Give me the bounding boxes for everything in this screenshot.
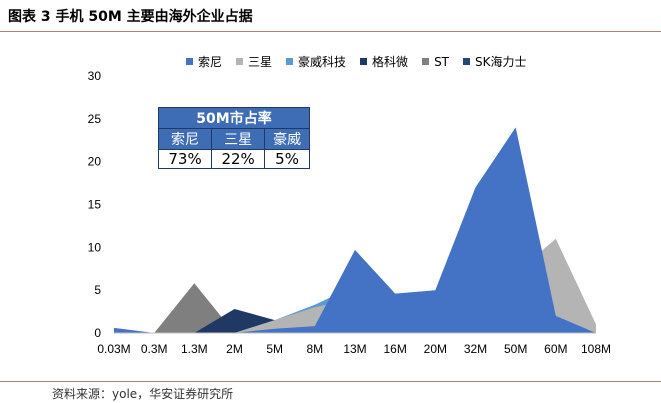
x-tick-label: 108M [581,342,611,356]
legend-item-sony: 索尼 [186,53,222,70]
market-share-table: 50M市占率 索尼 三星 豪威 73% 22% 5% [157,107,310,169]
share-value-omnivision: 5% [264,149,310,169]
x-tick-label: 0.03M [97,342,130,356]
y-tick-label: 10 [88,240,102,254]
x-tick-label: 2M [226,342,243,356]
title-divider [0,31,661,32]
area-series-sony [114,127,596,334]
legend-label-samsung: 三星 [248,55,273,69]
y-tick-label: 20 [88,155,102,169]
source-note: 资料来源：yole，华安证券研究所 [52,387,234,401]
legend-item-samsung: 三星 [236,53,272,70]
legend-item-sk-hynix: SK海力士 [463,53,527,70]
x-tick-label: 16M [383,342,406,356]
legend-swatch-galaxycore [360,58,368,65]
source-divider [0,381,661,382]
y-tick-label: 25 [88,112,102,126]
share-value-samsung: 22% [211,149,266,169]
market-share-title: 50M市占率 [158,107,310,129]
x-tick-label: 20M [424,342,447,356]
x-tick-label: 8M [306,342,323,356]
share-header-omnivision: 豪威 [264,128,310,150]
legend-swatch-samsung [236,58,244,65]
legend-label-sk-hynix: SK海力士 [475,55,527,69]
x-tick-label: 50M [504,342,527,356]
x-tick-label: 5M [266,342,283,356]
legend-swatch-sk-hynix [463,58,471,65]
legend-label-st: ST [434,54,450,69]
legend-item-st: ST [422,53,449,70]
figure-title: 图表 3 手机 50M 主要由海外企业占据 [8,9,253,25]
share-header-samsung: 三星 [211,128,266,150]
share-value-sony: 73% [157,149,213,169]
y-tick-label: 15 [88,198,102,212]
x-tick-label: 13M [343,342,366,356]
chart-legend: 索尼 三星 豪威科技 格科微 ST SK海力士 [186,53,527,70]
y-axis-ticks: 0 5 10 15 20 25 30 [88,69,102,340]
legend-item-galaxycore: 格科微 [360,53,408,70]
x-tick-label: 1.3M [181,342,208,356]
y-tick-label: 0 [94,326,101,340]
x-tick-label: 0.3M [141,342,168,356]
legend-label-omnivision: 豪威科技 [298,55,347,69]
x-axis-ticks: 0.03M 0.3M 1.3M 2M 5M 8M 13M 16M 20M 32M 50M 60M 108… [97,342,611,356]
legend-swatch-omnivision [286,58,294,65]
legend-label-galaxycore: 格科微 [372,55,409,69]
x-tick-label: 60M [544,342,567,356]
x-tick-label: 32M [464,342,487,356]
legend-swatch-st [422,58,430,65]
share-header-sony: 索尼 [157,128,213,150]
area-series-galaxycore [114,309,596,333]
area-series-st [114,283,596,333]
y-tick-label: 5 [94,283,101,297]
y-tick-label: 30 [88,69,102,83]
series-areas [114,127,596,334]
legend-swatch-sony [186,58,193,65]
legend-label-sony: 索尼 [198,55,223,69]
legend-item-omnivision: 豪威科技 [286,53,346,70]
